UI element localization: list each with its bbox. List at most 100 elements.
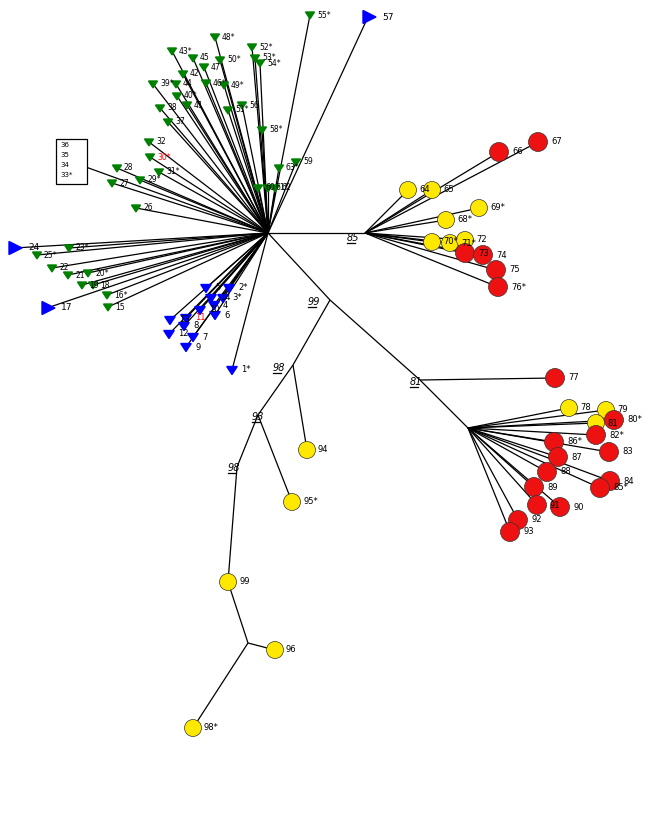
Text: 57: 57 bbox=[382, 12, 393, 21]
Polygon shape bbox=[47, 265, 57, 272]
Text: 81: 81 bbox=[410, 377, 422, 387]
Text: 23*: 23* bbox=[76, 244, 90, 253]
Polygon shape bbox=[257, 127, 266, 134]
Text: 60: 60 bbox=[265, 183, 275, 192]
Polygon shape bbox=[206, 294, 216, 303]
Text: 91: 91 bbox=[550, 501, 560, 510]
Text: 19: 19 bbox=[89, 281, 99, 290]
Polygon shape bbox=[274, 165, 283, 172]
Text: 39*: 39* bbox=[160, 79, 174, 88]
Circle shape bbox=[185, 720, 202, 736]
Circle shape bbox=[266, 641, 283, 658]
Circle shape bbox=[500, 523, 519, 542]
Polygon shape bbox=[306, 12, 315, 19]
Text: 66: 66 bbox=[512, 147, 523, 156]
Text: 18: 18 bbox=[100, 281, 109, 290]
Text: 52*: 52* bbox=[259, 43, 272, 52]
Polygon shape bbox=[209, 302, 219, 309]
Polygon shape bbox=[195, 307, 205, 315]
Text: 12: 12 bbox=[178, 330, 188, 339]
Text: 2*: 2* bbox=[238, 284, 248, 293]
Circle shape bbox=[220, 573, 237, 591]
Text: 87: 87 bbox=[571, 452, 582, 461]
Text: 6: 6 bbox=[224, 311, 229, 320]
Text: 30*: 30* bbox=[157, 152, 170, 161]
Text: 78: 78 bbox=[580, 403, 591, 412]
Polygon shape bbox=[32, 252, 42, 259]
Text: 98*: 98* bbox=[204, 723, 219, 732]
Polygon shape bbox=[224, 285, 234, 293]
Polygon shape bbox=[64, 272, 73, 279]
Text: 17: 17 bbox=[61, 303, 73, 312]
Text: 63*: 63* bbox=[286, 164, 300, 173]
Polygon shape bbox=[363, 11, 376, 24]
Polygon shape bbox=[164, 317, 176, 325]
Text: 99: 99 bbox=[239, 578, 250, 587]
Polygon shape bbox=[255, 60, 265, 67]
Circle shape bbox=[604, 411, 623, 429]
Circle shape bbox=[424, 233, 441, 250]
Polygon shape bbox=[155, 105, 164, 112]
Circle shape bbox=[508, 510, 528, 529]
Text: 64: 64 bbox=[419, 186, 430, 195]
Text: 22: 22 bbox=[59, 263, 68, 272]
Polygon shape bbox=[103, 304, 112, 311]
Polygon shape bbox=[164, 330, 174, 339]
Text: 34: 34 bbox=[60, 162, 69, 168]
Polygon shape bbox=[103, 292, 112, 299]
Text: 32: 32 bbox=[156, 137, 166, 146]
Polygon shape bbox=[248, 44, 257, 51]
Text: 8: 8 bbox=[193, 321, 198, 330]
Polygon shape bbox=[210, 312, 220, 320]
Text: 81: 81 bbox=[607, 419, 618, 428]
Text: 73: 73 bbox=[478, 249, 489, 258]
Polygon shape bbox=[201, 285, 211, 293]
Text: 10: 10 bbox=[209, 305, 220, 314]
Polygon shape bbox=[77, 282, 86, 289]
Text: 94: 94 bbox=[318, 446, 328, 455]
Text: 3*: 3* bbox=[232, 294, 242, 303]
Circle shape bbox=[437, 212, 454, 228]
Text: 75: 75 bbox=[509, 266, 519, 275]
Text: 86*: 86* bbox=[567, 438, 582, 447]
Text: 9: 9 bbox=[195, 343, 200, 352]
Polygon shape bbox=[83, 270, 92, 277]
Polygon shape bbox=[211, 34, 220, 41]
Text: 67: 67 bbox=[551, 137, 562, 146]
Circle shape bbox=[549, 447, 567, 466]
Text: 44: 44 bbox=[183, 79, 193, 88]
Polygon shape bbox=[172, 81, 181, 88]
Polygon shape bbox=[144, 139, 153, 146]
Text: 41: 41 bbox=[194, 101, 203, 110]
Polygon shape bbox=[270, 185, 280, 192]
Polygon shape bbox=[112, 165, 122, 172]
Circle shape bbox=[489, 277, 508, 296]
Circle shape bbox=[586, 425, 606, 444]
Text: 45: 45 bbox=[200, 53, 210, 62]
Circle shape bbox=[456, 231, 473, 249]
Polygon shape bbox=[181, 344, 191, 352]
Circle shape bbox=[590, 479, 610, 497]
Polygon shape bbox=[227, 366, 237, 375]
Circle shape bbox=[545, 368, 564, 388]
Circle shape bbox=[489, 142, 508, 161]
Text: 79: 79 bbox=[617, 406, 628, 415]
Polygon shape bbox=[179, 322, 189, 330]
Polygon shape bbox=[181, 314, 191, 322]
Text: 38: 38 bbox=[167, 104, 177, 113]
Text: 1*: 1* bbox=[241, 366, 250, 375]
Polygon shape bbox=[224, 107, 233, 114]
Circle shape bbox=[441, 235, 458, 251]
Polygon shape bbox=[254, 185, 263, 192]
Text: 28: 28 bbox=[124, 164, 133, 173]
Text: 72: 72 bbox=[476, 236, 487, 245]
Polygon shape bbox=[237, 102, 246, 109]
Text: 93: 93 bbox=[523, 528, 534, 537]
Circle shape bbox=[601, 471, 619, 491]
Text: 80*: 80* bbox=[627, 416, 642, 425]
Text: 98: 98 bbox=[273, 363, 285, 373]
Circle shape bbox=[599, 443, 619, 461]
Polygon shape bbox=[131, 205, 140, 212]
Circle shape bbox=[525, 478, 543, 497]
Text: 29*: 29* bbox=[147, 176, 161, 185]
